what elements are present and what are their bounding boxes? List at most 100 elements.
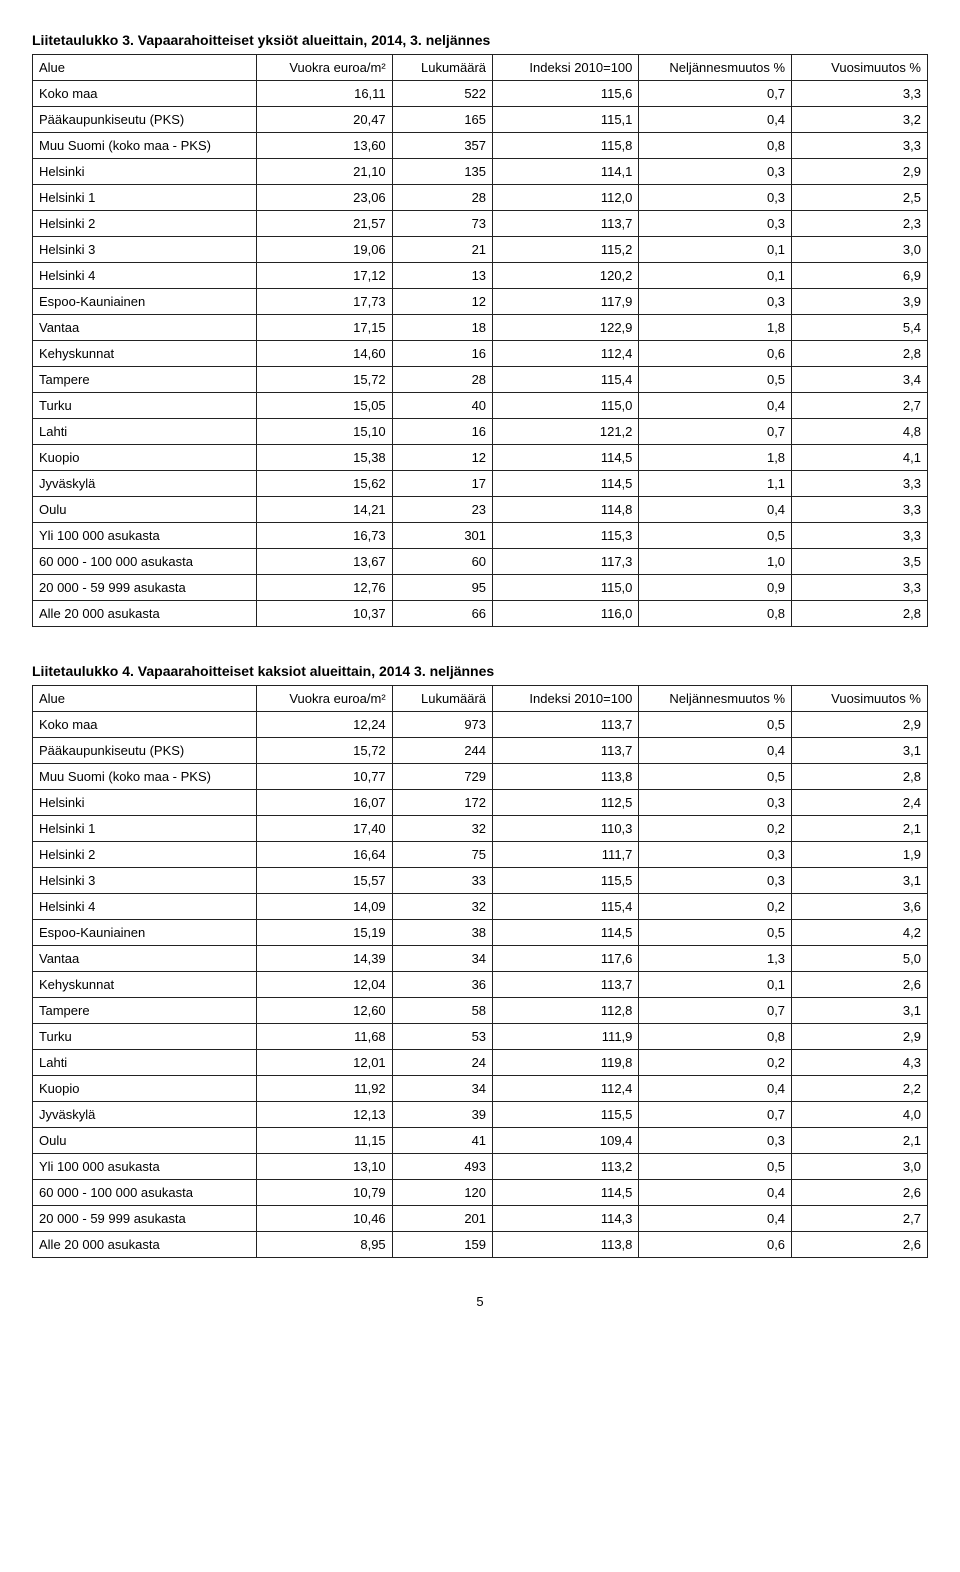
table-row: Lahti15,1016121,20,74,8: [33, 419, 928, 445]
cell-rent: 13,10: [256, 1154, 392, 1180]
col-index: Indeksi 2010=100: [493, 686, 639, 712]
cell-index: 112,8: [493, 998, 639, 1024]
cell-count: 120: [392, 1180, 492, 1206]
cell-rent: 10,77: [256, 764, 392, 790]
cell-index: 113,7: [493, 211, 639, 237]
cell-ych: 4,3: [792, 1050, 928, 1076]
cell-index: 117,9: [493, 289, 639, 315]
cell-count: 301: [392, 523, 492, 549]
cell-ych: 3,6: [792, 894, 928, 920]
cell-area: Espoo-Kauniainen: [33, 289, 257, 315]
cell-index: 111,7: [493, 842, 639, 868]
cell-index: 122,9: [493, 315, 639, 341]
cell-qch: 0,7: [639, 1102, 792, 1128]
cell-count: 53: [392, 1024, 492, 1050]
cell-rent: 11,15: [256, 1128, 392, 1154]
cell-ych: 3,3: [792, 497, 928, 523]
cell-rent: 11,92: [256, 1076, 392, 1102]
cell-qch: 0,2: [639, 816, 792, 842]
cell-area: Tampere: [33, 998, 257, 1024]
cell-ych: 3,1: [792, 868, 928, 894]
table-row: Oulu14,2123114,80,43,3: [33, 497, 928, 523]
cell-qch: 0,3: [639, 185, 792, 211]
cell-rent: 15,72: [256, 367, 392, 393]
cell-index: 114,5: [493, 471, 639, 497]
cell-rent: 14,60: [256, 341, 392, 367]
cell-qch: 0,4: [639, 1076, 792, 1102]
cell-rent: 14,09: [256, 894, 392, 920]
cell-index: 109,4: [493, 1128, 639, 1154]
cell-count: 95: [392, 575, 492, 601]
cell-rent: 10,46: [256, 1206, 392, 1232]
table4-header-row: Alue Vuokra euroa/m² Lukumäärä Indeksi 2…: [33, 686, 928, 712]
cell-index: 115,3: [493, 523, 639, 549]
cell-count: 493: [392, 1154, 492, 1180]
col-ych: Vuosimuutos %: [792, 686, 928, 712]
table-row: Helsinki 414,0932115,40,23,6: [33, 894, 928, 920]
cell-area: Alle 20 000 asukasta: [33, 1232, 257, 1258]
cell-rent: 15,72: [256, 738, 392, 764]
cell-ych: 3,4: [792, 367, 928, 393]
cell-rent: 20,47: [256, 107, 392, 133]
cell-qch: 0,8: [639, 133, 792, 159]
cell-ych: 6,9: [792, 263, 928, 289]
cell-area: Pääkaupunkiseutu (PKS): [33, 107, 257, 133]
cell-area: Turku: [33, 1024, 257, 1050]
cell-index: 112,4: [493, 341, 639, 367]
cell-count: 21: [392, 237, 492, 263]
cell-qch: 0,3: [639, 790, 792, 816]
table-row: Vantaa14,3934117,61,35,0: [33, 946, 928, 972]
cell-qch: 0,4: [639, 107, 792, 133]
cell-count: 24: [392, 1050, 492, 1076]
cell-area: Helsinki 2: [33, 211, 257, 237]
cell-index: 115,4: [493, 367, 639, 393]
cell-index: 117,3: [493, 549, 639, 575]
table-row: Koko maa16,11522115,60,73,3: [33, 81, 928, 107]
table-row: 20 000 - 59 999 asukasta12,7695115,00,93…: [33, 575, 928, 601]
cell-area: Helsinki 2: [33, 842, 257, 868]
cell-ych: 3,1: [792, 738, 928, 764]
cell-ych: 2,9: [792, 712, 928, 738]
cell-rent: 16,73: [256, 523, 392, 549]
cell-count: 36: [392, 972, 492, 998]
cell-qch: 1,3: [639, 946, 792, 972]
cell-count: 40: [392, 393, 492, 419]
cell-index: 115,2: [493, 237, 639, 263]
cell-count: 32: [392, 816, 492, 842]
cell-count: 58: [392, 998, 492, 1024]
cell-qch: 0,2: [639, 894, 792, 920]
col-count: Lukumäärä: [392, 55, 492, 81]
cell-index: 115,6: [493, 81, 639, 107]
cell-ych: 5,0: [792, 946, 928, 972]
cell-area: Vantaa: [33, 946, 257, 972]
cell-index: 115,0: [493, 575, 639, 601]
cell-index: 121,2: [493, 419, 639, 445]
cell-ych: 2,1: [792, 1128, 928, 1154]
cell-rent: 23,06: [256, 185, 392, 211]
cell-count: 16: [392, 419, 492, 445]
cell-area: Kehyskunnat: [33, 972, 257, 998]
table-row: Jyväskylä12,1339115,50,74,0: [33, 1102, 928, 1128]
cell-rent: 17,73: [256, 289, 392, 315]
cell-count: 159: [392, 1232, 492, 1258]
cell-count: 357: [392, 133, 492, 159]
cell-rent: 15,38: [256, 445, 392, 471]
cell-qch: 0,4: [639, 1206, 792, 1232]
cell-rent: 8,95: [256, 1232, 392, 1258]
cell-index: 114,5: [493, 1180, 639, 1206]
cell-count: 39: [392, 1102, 492, 1128]
cell-index: 119,8: [493, 1050, 639, 1076]
cell-rent: 10,37: [256, 601, 392, 627]
cell-index: 113,8: [493, 764, 639, 790]
cell-count: 75: [392, 842, 492, 868]
cell-index: 115,5: [493, 868, 639, 894]
cell-ych: 3,1: [792, 998, 928, 1024]
cell-rent: 12,24: [256, 712, 392, 738]
table-row: Kuopio11,9234112,40,42,2: [33, 1076, 928, 1102]
cell-count: 38: [392, 920, 492, 946]
cell-index: 113,8: [493, 1232, 639, 1258]
cell-qch: 0,5: [639, 1154, 792, 1180]
cell-count: 12: [392, 445, 492, 471]
cell-qch: 0,1: [639, 237, 792, 263]
cell-area: Helsinki: [33, 159, 257, 185]
